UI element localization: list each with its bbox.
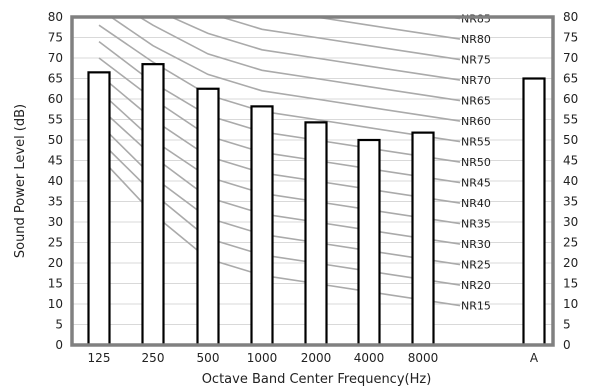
nr-curve <box>218 17 461 61</box>
y-tick-label: 20 <box>563 256 578 270</box>
y-tick-label: 5 <box>55 318 63 332</box>
x-axis-label: Octave Band Center Frequency(Hz) <box>202 372 432 387</box>
x-tick-label: 8000 <box>408 351 439 365</box>
x-tick-label: 1000 <box>247 351 278 365</box>
y-tick-label: 25 <box>563 236 578 250</box>
bar <box>357 138 381 347</box>
nr-curve-label: NR25 <box>461 259 491 272</box>
nr-curve-label: NR45 <box>461 177 491 190</box>
y-tick-label: 10 <box>563 297 578 311</box>
y-tick-label: 45 <box>563 154 578 168</box>
nr-curve-label: NR50 <box>461 156 491 169</box>
y-tick-label: 70 <box>48 51 63 65</box>
x-tick-label: 125 <box>88 351 111 365</box>
nr-curve-label: NR35 <box>461 218 491 231</box>
y-tick-label: 0 <box>563 338 571 352</box>
nr-curve-label: NR70 <box>461 74 491 87</box>
nr-curve <box>169 17 461 81</box>
nr-curve <box>109 17 461 122</box>
y-tick-label: 10 <box>48 297 63 311</box>
nr-curve <box>310 17 461 40</box>
bar <box>87 71 111 347</box>
nr-curve-labels: NR85 NR80 NR75 NR70 NR65 NR60 NR55 NR50 NR45 NR40… <box>461 13 491 313</box>
y-tick-label: 20 <box>48 256 63 270</box>
y-tick-label: 75 <box>48 31 63 45</box>
y-tick-label: 5 <box>563 318 571 332</box>
x-tick-labels: 125 250 500 1000 2000 4000 8000 A <box>88 351 539 365</box>
y-tick-label: 0 <box>55 338 63 352</box>
y-tick-label: 60 <box>563 92 578 106</box>
left-y-tick-labels: 0 5 10 15 20 25 30 35 40 45 50 55 60 65 70 75 80 <box>48 10 63 352</box>
y-tick-label: 45 <box>48 154 63 168</box>
y-tick-label: 50 <box>48 133 63 147</box>
bar <box>411 131 435 347</box>
y-tick-label: 30 <box>563 215 578 229</box>
nr-curve-label: NR75 <box>461 54 491 67</box>
nr-curve <box>137 17 461 102</box>
y-tick-label: 80 <box>563 10 578 24</box>
x-tick-label: 2000 <box>301 351 332 365</box>
bar <box>141 63 165 347</box>
x-tick-label: 4000 <box>354 351 385 365</box>
y-tick-label: 40 <box>48 174 63 188</box>
y-tick-label: 55 <box>48 113 63 127</box>
y-tick-label: 35 <box>563 195 578 209</box>
nr-curve-label: NR55 <box>461 136 491 149</box>
x-tick-label: 250 <box>142 351 165 365</box>
x-tick-label: 500 <box>197 351 220 365</box>
bar <box>250 105 274 347</box>
y-tick-label: 55 <box>563 113 578 127</box>
bar <box>522 77 546 347</box>
nr-curve-label: NR65 <box>461 95 491 108</box>
y-tick-label: 50 <box>563 133 578 147</box>
bar <box>304 121 328 347</box>
y-tick-label: 40 <box>563 174 578 188</box>
nr-curve-label: NR30 <box>461 238 491 251</box>
y-tick-label: 30 <box>48 215 63 229</box>
bars <box>87 63 546 347</box>
x-tick-label: A <box>530 351 539 365</box>
y-axis-label: Sound Power Level (dB) <box>13 104 28 258</box>
y-tick-label: 25 <box>48 236 63 250</box>
plot-frame <box>70 15 555 347</box>
y-tick-label: 65 <box>48 72 63 86</box>
right-y-tick-labels: 0 5 10 15 20 25 30 35 40 45 50 55 60 65 70 75 80 <box>563 10 578 352</box>
nr-curve-label: NR85 <box>461 13 491 26</box>
bar <box>196 87 220 347</box>
nr-curve-label: NR60 <box>461 115 491 128</box>
y-tick-label: 15 <box>563 277 578 291</box>
y-tick-label: 15 <box>48 277 63 291</box>
y-tick-label: 75 <box>563 31 578 45</box>
y-tick-label: 60 <box>48 92 63 106</box>
nr-curve-label: NR40 <box>461 197 491 210</box>
y-tick-label: 35 <box>48 195 63 209</box>
y-tick-label: 80 <box>48 10 63 24</box>
nr-curve-label: NR20 <box>461 279 491 292</box>
nr-curve-label: NR80 <box>461 33 491 46</box>
y-tick-label: 65 <box>563 72 578 86</box>
y-tick-label: 70 <box>563 51 578 65</box>
nr-curve-label: NR15 <box>461 300 491 313</box>
